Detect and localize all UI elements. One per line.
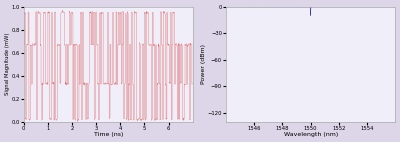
X-axis label: Time (ns): Time (ns) (94, 132, 123, 137)
Y-axis label: Power (dBm): Power (dBm) (201, 44, 206, 84)
Y-axis label: Signal Magnitude (mW): Signal Magnitude (mW) (5, 33, 10, 95)
X-axis label: Wavelength (nm): Wavelength (nm) (284, 132, 338, 137)
